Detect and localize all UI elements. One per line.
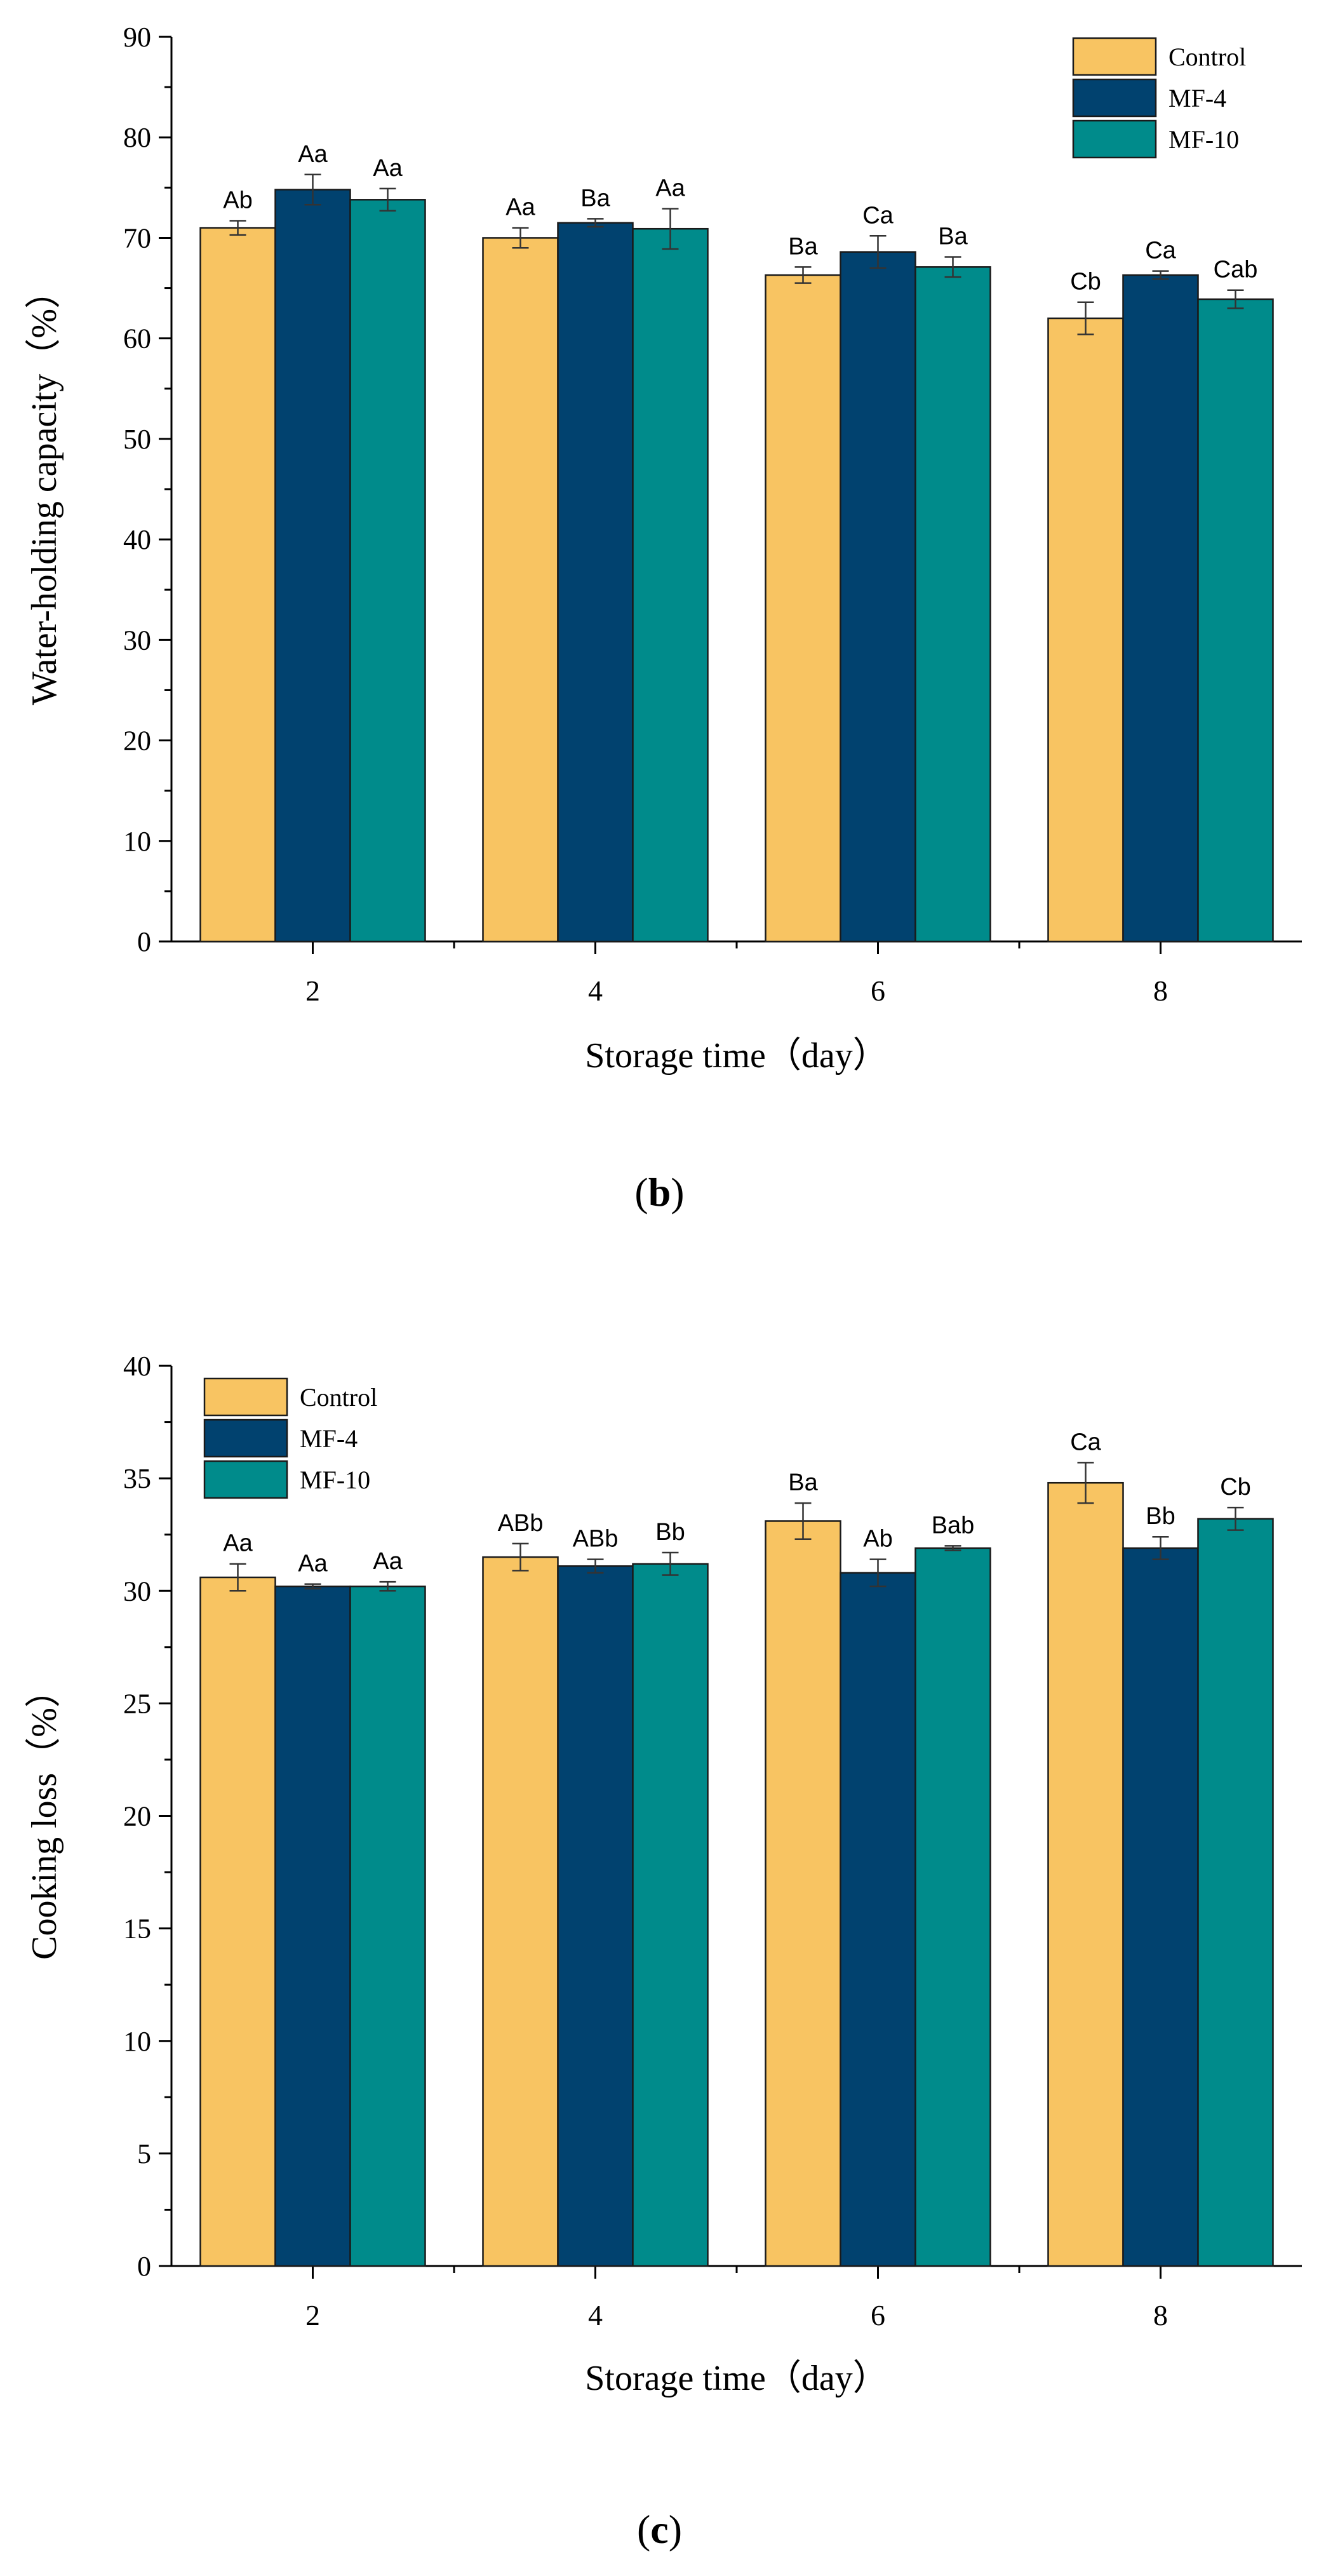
significance-label: Cab xyxy=(1214,257,1258,283)
significance-label: Ca xyxy=(1070,1429,1101,1455)
y-axis-title: Water-holding capacity（%） xyxy=(25,273,64,705)
chart-panel-b: 0 10 20 30 40 50 60 70 80 90 2 Ab Aa Aa 4 Aa Ba Aa 6 Ba Ca Ba… xyxy=(25,22,1302,1076)
significance-label: Aa xyxy=(298,1551,328,1577)
significance-label: Ab xyxy=(223,187,252,214)
legend-label-mf-10: MF-10 xyxy=(1168,125,1239,154)
significance-label: Aa xyxy=(223,1530,253,1557)
bar-mf-4-day-6 xyxy=(840,1572,916,2267)
bar-mf-4-day-6 xyxy=(840,251,916,943)
bar-control-day-2 xyxy=(199,1576,276,2267)
significance-label: Ba xyxy=(788,233,818,260)
bar-mf-4-day-4 xyxy=(557,1565,634,2267)
significance-label: Ca xyxy=(1145,238,1176,264)
bar-control-day-8 xyxy=(1047,1481,1124,2267)
bar-mf-4-day-4 xyxy=(557,222,634,943)
legend-label-mf-4: MF-4 xyxy=(300,1424,358,1453)
x-tick-label: 6 xyxy=(871,974,885,1007)
y-tick-label: 80 xyxy=(123,122,151,153)
x-axis-title: Storage time（day） xyxy=(585,2359,888,2398)
y-tick-label: 25 xyxy=(123,1688,151,1719)
y-tick-label: 15 xyxy=(123,1913,151,1945)
legend-label-mf-10: MF-10 xyxy=(300,1466,370,1494)
bar-mf-10-day-2 xyxy=(349,1585,426,2267)
significance-label: ABb xyxy=(573,1526,619,1553)
significance-label: ABb xyxy=(498,1510,544,1537)
y-tick-label: 40 xyxy=(123,1351,151,1382)
legend-label-mf-4: MF-4 xyxy=(1168,84,1226,112)
y-tick-label: 20 xyxy=(123,725,151,757)
x-tick-label: 4 xyxy=(588,2299,603,2331)
bar-mf-4-day-8 xyxy=(1122,1547,1199,2267)
y-tick-label: 30 xyxy=(123,624,151,656)
legend-swatch-control xyxy=(203,1377,288,1417)
x-tick-label: 2 xyxy=(305,974,320,1007)
y-tick-label: 10 xyxy=(123,826,151,857)
bar-control-day-4 xyxy=(482,1556,559,2267)
significance-label: Bb xyxy=(1146,1503,1175,1530)
x-axis-title: Storage time（day） xyxy=(585,1036,888,1076)
y-tick-label: 50 xyxy=(123,424,151,455)
legend-label-control: Control xyxy=(300,1383,377,1412)
legend-label-control: Control xyxy=(1168,43,1246,71)
panel-label-c: (c) xyxy=(636,2507,683,2552)
x-tick-label: 8 xyxy=(1153,974,1168,1007)
significance-label: Cb xyxy=(1070,269,1101,295)
y-tick-label: 20 xyxy=(123,1801,151,1832)
significance-label: Ba xyxy=(788,1469,818,1496)
significance-label: Cb xyxy=(1220,1474,1251,1500)
chart-panel-c: 0 5 10 15 20 25 30 35 40 2 Aa Aa Aa 4 ABb ABb Bb 6 Ba Ab Bab… xyxy=(25,1351,1302,2398)
significance-label: Bb xyxy=(655,1519,685,1546)
y-axis-title: Cooking loss（%） xyxy=(25,1672,64,1960)
y-tick-label: 0 xyxy=(137,2251,151,2282)
significance-label: Aa xyxy=(298,141,328,168)
legend-swatch-mf-10 xyxy=(203,1460,288,1499)
bar-mf-10-day-6 xyxy=(914,266,991,943)
bar-control-day-6 xyxy=(765,1520,841,2267)
legend-swatch-mf-10 xyxy=(1072,119,1157,159)
bar-mf-10-day-8 xyxy=(1197,298,1274,943)
y-tick-label: 70 xyxy=(123,222,151,253)
x-tick-label: 2 xyxy=(305,2299,320,2331)
y-tick-label: 30 xyxy=(123,1575,151,1607)
significance-label: Ab xyxy=(863,1526,892,1553)
bar-mf-10-day-2 xyxy=(349,199,426,943)
x-tick-label: 4 xyxy=(588,974,603,1007)
significance-label: Aa xyxy=(655,175,685,202)
bar-mf-10-day-4 xyxy=(632,227,709,943)
x-tick-label: 8 xyxy=(1153,2299,1168,2331)
significance-label: Aa xyxy=(506,194,535,221)
significance-label: Ba xyxy=(580,185,610,212)
y-tick-label: 90 xyxy=(123,22,151,53)
bar-mf-10-day-8 xyxy=(1197,1518,1274,2267)
bar-control-day-6 xyxy=(765,274,841,943)
bar-control-day-2 xyxy=(199,227,276,943)
y-tick-label: 60 xyxy=(123,323,151,354)
significance-label: Aa xyxy=(373,1548,403,1575)
y-tick-label: 40 xyxy=(123,524,151,555)
legend-swatch-mf-4 xyxy=(1072,78,1157,118)
bar-control-day-4 xyxy=(482,237,559,943)
bar-mf-4-day-2 xyxy=(274,1585,351,2267)
bar-mf-4-day-2 xyxy=(274,189,351,943)
significance-label: Aa xyxy=(373,155,403,182)
significance-label: Ba xyxy=(938,224,968,250)
bar-mf-4-day-8 xyxy=(1122,274,1199,943)
y-tick-label: 10 xyxy=(123,2026,151,2057)
panel-label-b: (b) xyxy=(634,1170,685,1215)
y-tick-label: 35 xyxy=(123,1463,151,1494)
bar-mf-10-day-6 xyxy=(914,1547,991,2267)
x-tick-label: 6 xyxy=(871,2299,885,2331)
legend-swatch-mf-4 xyxy=(203,1419,288,1458)
legend-swatch-control xyxy=(1072,37,1157,76)
significance-label: Bab xyxy=(932,1512,975,1539)
significance-label: Ca xyxy=(862,202,894,229)
y-tick-label: 5 xyxy=(137,2138,151,2169)
y-tick-label: 0 xyxy=(137,926,151,957)
bar-control-day-8 xyxy=(1047,317,1124,943)
bar-mf-10-day-4 xyxy=(632,1563,709,2267)
